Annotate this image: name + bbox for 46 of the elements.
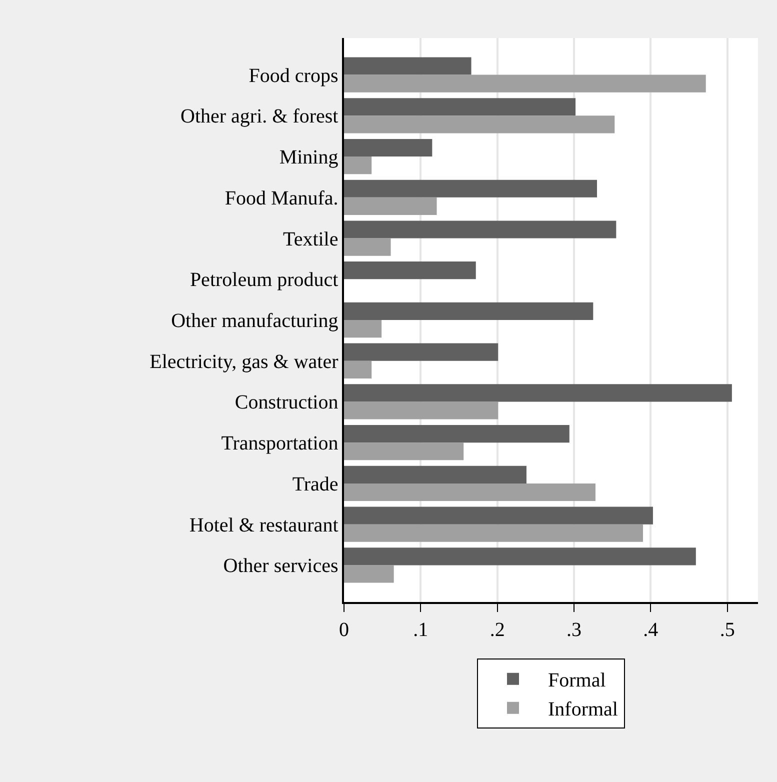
bar <box>344 360 372 378</box>
x-tick-label: .2 <box>490 618 505 641</box>
bar <box>344 524 643 542</box>
y-tick-label: Trade <box>292 473 338 496</box>
bar <box>344 565 394 583</box>
bar <box>344 138 432 157</box>
y-tick-label: Transportation <box>221 432 338 455</box>
bar <box>344 116 615 134</box>
bar <box>344 442 464 460</box>
bar <box>344 466 526 484</box>
y-tick-label: Hotel & restaurant <box>189 514 339 536</box>
bar <box>344 197 437 215</box>
y-tick-label: Food Manufa. <box>224 187 338 210</box>
bar <box>344 156 372 174</box>
bar <box>344 548 696 566</box>
bar <box>344 220 616 238</box>
y-tick-label: Other agri. & forest <box>180 106 339 128</box>
bar <box>344 238 391 256</box>
bar <box>344 402 498 420</box>
bar <box>344 262 476 280</box>
legend-label: Formal <box>548 670 606 692</box>
y-tick-label: Mining <box>279 146 338 169</box>
bar <box>344 57 472 75</box>
y-tick-label: Food crops <box>248 64 338 87</box>
bar <box>344 302 594 320</box>
bar <box>344 98 576 116</box>
y-tick-label: Other manufacturing <box>171 310 338 332</box>
bar <box>344 384 732 402</box>
legend-label: Informal <box>548 698 618 721</box>
y-tick-label: Construction <box>234 392 338 414</box>
bar <box>344 74 706 92</box>
y-tick-label: Textile <box>283 228 338 250</box>
y-tick-label: Electricity, gas & water <box>150 350 339 373</box>
x-tick-label: .5 <box>720 618 735 641</box>
x-tick-label: .3 <box>566 618 582 641</box>
bar <box>344 506 653 524</box>
bar <box>344 425 570 443</box>
y-tick-label: Petroleum product <box>190 269 339 292</box>
x-tick-label: .1 <box>413 618 428 641</box>
y-tick-label: Other services <box>223 555 338 578</box>
x-tick-label: .4 <box>643 618 658 641</box>
bar <box>344 180 597 198</box>
bar <box>344 483 596 502</box>
bar <box>344 320 382 338</box>
bar <box>344 343 498 361</box>
x-tick-label: 0 <box>339 618 349 641</box>
